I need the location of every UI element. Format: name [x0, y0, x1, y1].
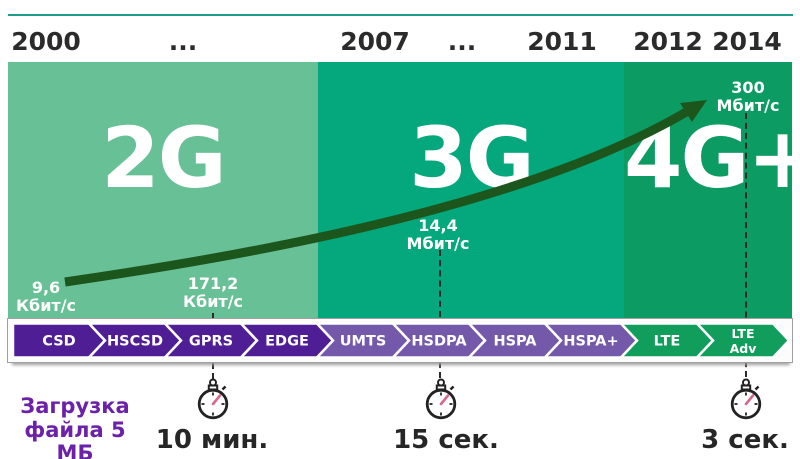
stopwatch-hand	[439, 394, 450, 406]
download-time-4g: 3 сек.	[701, 425, 789, 455]
speed-value: 9,6	[31, 278, 61, 297]
year-dots-2: ...	[447, 27, 477, 56]
chevron-label-lte-adv-line1: LTE	[732, 326, 755, 341]
year-2011: 2011	[527, 27, 597, 56]
download-caption-line1: Загрузка	[20, 394, 130, 418]
speed-unit: Мбит/с	[716, 95, 780, 115]
speed-unit: Кбит/с	[15, 295, 77, 315]
speed-label-gprs: 171,2 Кбит/с	[183, 275, 243, 310]
chevron-label-lte: LTE	[654, 334, 681, 350]
block-3g: 3G	[318, 62, 624, 322]
speed-label-hsdpa: 14,4 Мбит/с	[407, 217, 470, 252]
download-time-3g: 15 сек.	[393, 425, 499, 455]
chevron-label-edge: EDGE	[265, 334, 309, 350]
download-caption-line2: файла 5 МБ	[24, 417, 126, 459]
year-dots-1: ...	[168, 27, 198, 56]
download-time-2g: 10 мин.	[155, 425, 269, 455]
technology-bar-shadow	[12, 361, 790, 365]
chevron-label-hsdpa: HSDPA	[411, 334, 467, 350]
stopwatch-hand	[211, 394, 222, 406]
year-2014: 2014	[712, 27, 782, 56]
stopwatch-hand	[744, 394, 755, 406]
chevron-lte-adv	[694, 322, 791, 359]
stopwatch-button	[221, 385, 227, 391]
stopwatch-button	[449, 385, 455, 391]
timeline-line	[8, 14, 793, 16]
chevron-label-umts: UMTS	[340, 334, 387, 350]
year-2000: 2000	[11, 27, 81, 56]
speed-label-csd: 9,6 Кбит/с	[16, 279, 76, 314]
stopwatch-icon-3	[730, 378, 762, 420]
year-2012: 2012	[633, 27, 703, 56]
speed-value: 14,4	[418, 216, 458, 235]
generation-label-3g: 3G	[409, 109, 534, 207]
stopwatch-icon-2	[425, 378, 457, 420]
generation-label-4g: 4G+	[624, 109, 800, 207]
speed-label-lte-adv: 300 Мбит/с	[717, 79, 780, 114]
dashed-connector-hsdpa	[439, 250, 441, 378]
stopwatch-button	[754, 385, 760, 391]
speed-value: 171,2	[187, 274, 239, 293]
speed-unit: Кбит/с	[182, 291, 244, 311]
chevron-label-hspa: HSPA	[493, 334, 537, 350]
stopwatch-icon-1	[197, 378, 229, 420]
chevron-label-lte-adv-line2: Adv	[730, 341, 757, 356]
chevron-label-gprs: GPRS	[189, 334, 233, 350]
dashed-connector-lte	[745, 113, 747, 377]
chevron-label-csd: CSD	[42, 334, 75, 350]
download-caption: Загрузка файла 5 МБ	[10, 394, 140, 459]
generation-label-2g: 2G	[101, 109, 226, 207]
speed-unit: Мбит/с	[406, 233, 470, 253]
speed-value: 300	[731, 78, 765, 97]
year-2007: 2007	[340, 27, 410, 56]
technology-chevron-bar: CSD HSCSD GPRS EDGE UMTS HSDPA HSPA HSPA…	[7, 318, 793, 363]
chevron-label-hscsd: HSCSD	[107, 334, 163, 350]
chevron-label-hspa-plus: HSPA+	[563, 334, 618, 350]
